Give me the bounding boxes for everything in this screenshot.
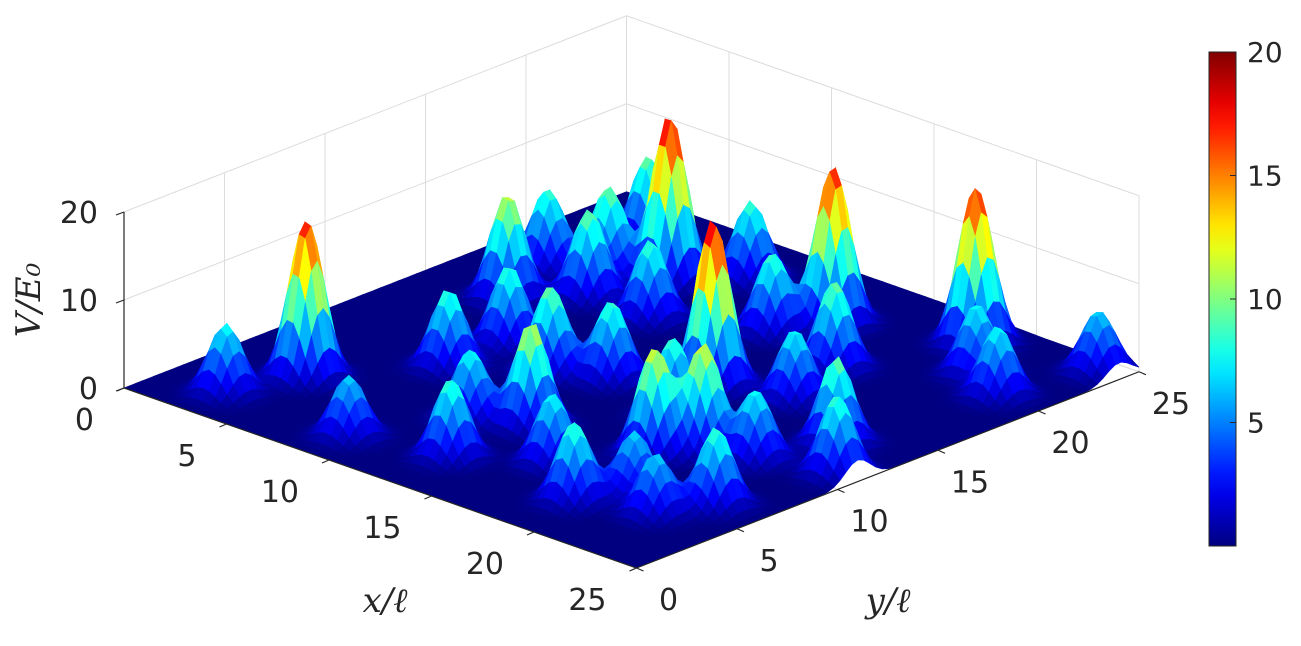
wall-gridline-z	[626, 103, 1140, 285]
wall-gridline-z	[123, 103, 627, 301]
wall-gridline-z	[626, 15, 1140, 197]
wall-gridline-z	[123, 15, 627, 213]
surface-mesh	[123, 118, 1140, 569]
